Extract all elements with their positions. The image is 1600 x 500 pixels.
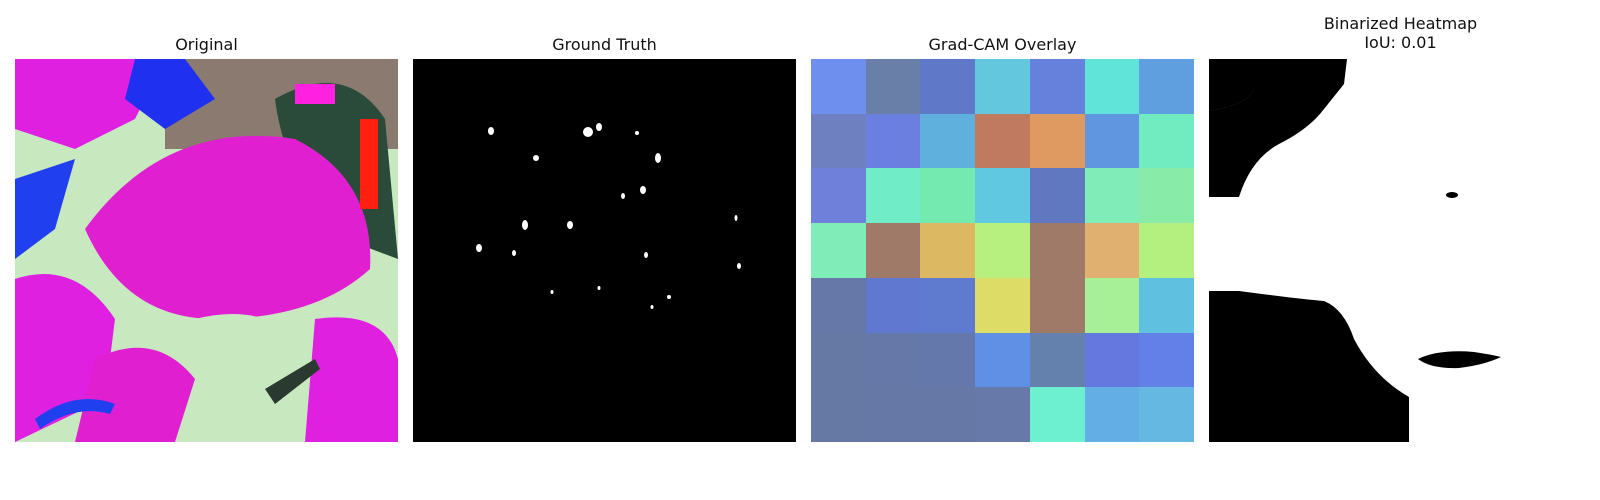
- gradcam-cell: [865, 168, 921, 224]
- gradcam-cell: [811, 59, 866, 114]
- ground-truth-mask: [413, 59, 796, 442]
- gradcam-cell: [1084, 387, 1140, 442]
- gradcam-cell: [1139, 387, 1194, 442]
- gradcam-cell: [1084, 59, 1140, 114]
- gradcam-cell: [920, 277, 976, 333]
- original-title: Original: [175, 35, 238, 54]
- gradcam-cell: [975, 332, 1031, 388]
- gradcam-title: Grad-CAM Overlay: [928, 35, 1077, 54]
- gradcam-cell: [1084, 113, 1140, 169]
- binarized-title: Binarized Heatmap IoU: 0.01: [1209, 14, 1592, 52]
- iou-text: IoU: 0.01: [1364, 33, 1437, 52]
- gradcam-cell: [1139, 277, 1194, 333]
- gradcam-cell: [975, 113, 1031, 169]
- original-image: [15, 59, 398, 442]
- gradcam-cell: [811, 113, 866, 169]
- gradcam-cell: [865, 277, 921, 333]
- gradcam-cell: [1084, 277, 1140, 333]
- gradcam-cell: [1029, 168, 1085, 224]
- gradcam-cell: [811, 332, 866, 388]
- gradcam-cell: [865, 387, 921, 442]
- gradcam-cell: [811, 168, 866, 224]
- gradcam-cell: [811, 387, 866, 442]
- gradcam-cell: [1029, 277, 1085, 333]
- gradcam-cell: [865, 223, 921, 279]
- gradcam-cell: [1139, 168, 1194, 224]
- gradcam-cell: [920, 223, 976, 279]
- gradcam-cell: [1139, 223, 1194, 279]
- gradcam-cell: [865, 332, 921, 388]
- gradcam-cell: [1029, 59, 1085, 114]
- gradcam-cell: [975, 168, 1031, 224]
- gradcam-cell: [975, 223, 1031, 279]
- gradcam-cell: [975, 59, 1031, 114]
- gradcam-cell: [1139, 59, 1194, 114]
- gradcam-cell: [975, 387, 1031, 442]
- binarized-heatmap: [1209, 59, 1592, 442]
- gradcam-cell: [1029, 332, 1085, 388]
- gradcam-cell: [1084, 168, 1140, 224]
- gradcam-cell: [1139, 113, 1194, 169]
- gradcam-overlay: [811, 59, 1194, 442]
- ground-truth-title: Ground Truth: [552, 35, 657, 54]
- binarized-title-line: Binarized Heatmap: [1323, 14, 1478, 33]
- gradcam-cell: [1084, 332, 1140, 388]
- gradcam-cell: [920, 168, 976, 224]
- gradcam-cell: [920, 387, 976, 442]
- gradcam-cell: [920, 332, 976, 388]
- gradcam-cell: [865, 59, 921, 114]
- gradcam-cell: [1084, 223, 1140, 279]
- gradcam-cell: [975, 277, 1031, 333]
- gradcam-cell: [865, 113, 921, 169]
- gradcam-cell: [811, 223, 866, 279]
- gradcam-cell: [1139, 332, 1194, 388]
- gradcam-cell: [920, 113, 976, 169]
- gradcam-cell: [1029, 113, 1085, 169]
- gradcam-cell: [1029, 223, 1085, 279]
- gradcam-cell: [920, 59, 976, 114]
- gradcam-cell: [811, 277, 866, 333]
- gradcam-cell: [1029, 387, 1085, 442]
